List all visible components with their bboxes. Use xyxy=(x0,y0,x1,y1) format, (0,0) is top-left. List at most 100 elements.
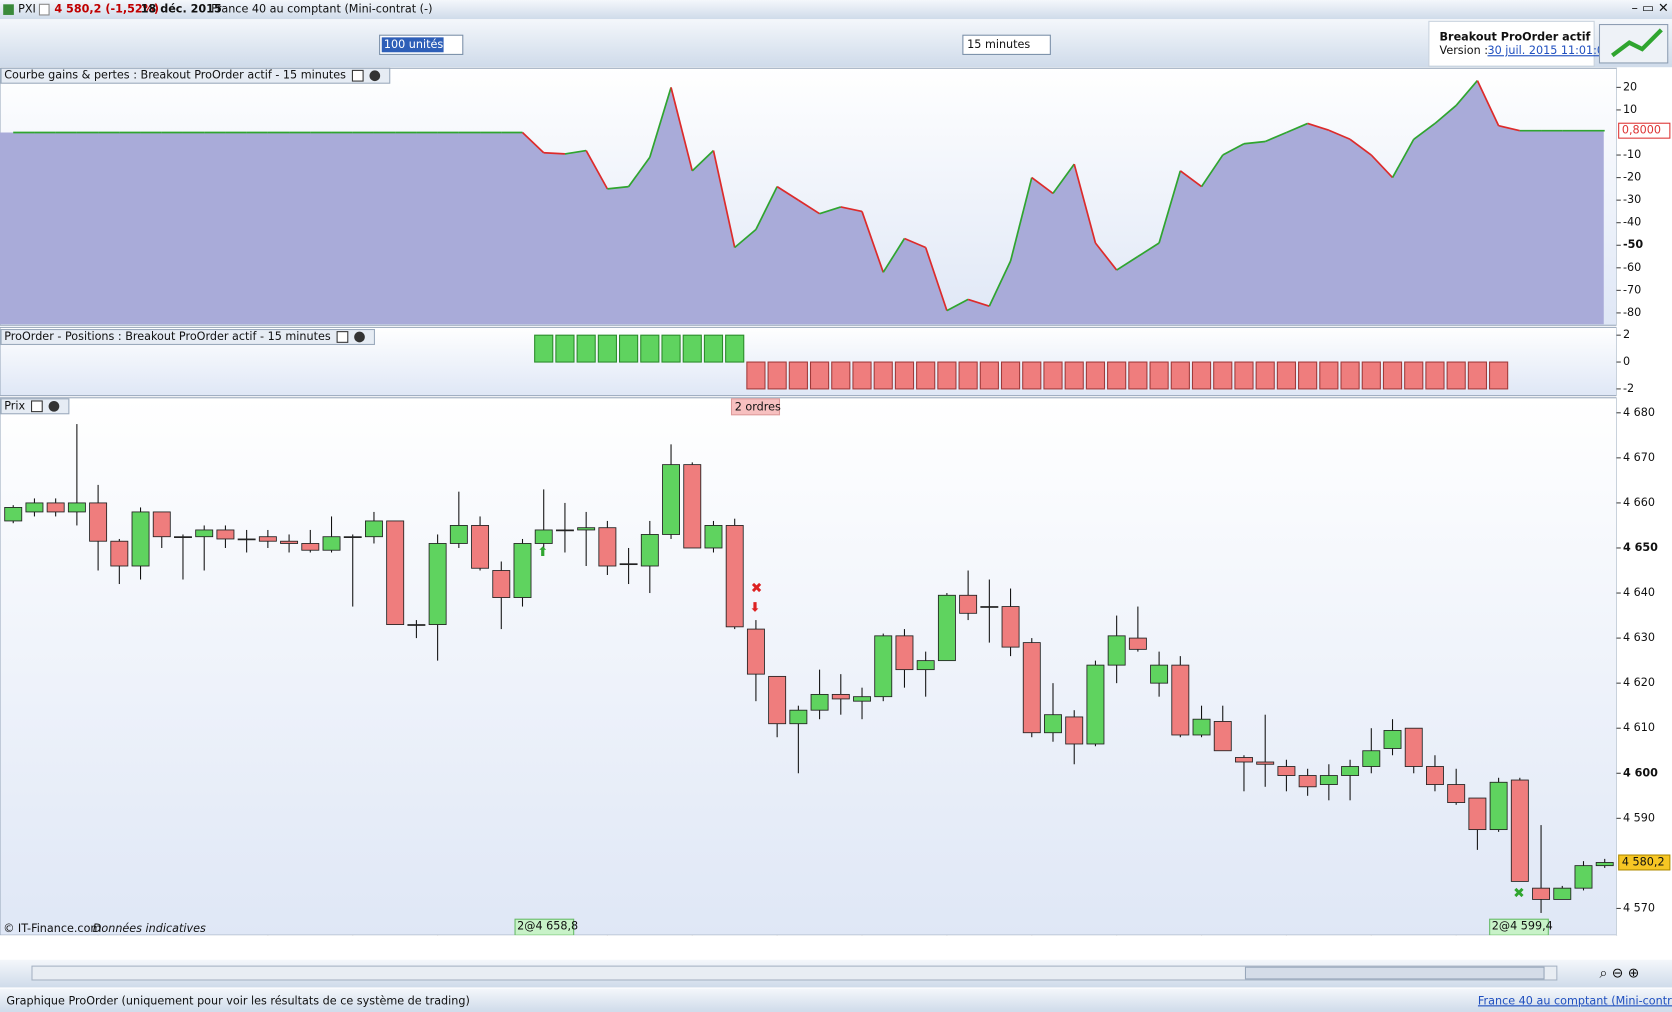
candle-body xyxy=(1341,766,1360,776)
disclaimer: Données indicatives xyxy=(93,922,206,935)
position-bar xyxy=(831,361,851,390)
position-bar xyxy=(1276,361,1297,390)
y-tick-label: 20 xyxy=(1623,80,1637,93)
y-tick-label: 4 670 xyxy=(1623,451,1655,464)
candle-body xyxy=(598,527,617,567)
y-tick-label: 4 680 xyxy=(1623,406,1655,419)
position-bar xyxy=(852,361,872,390)
candle-body xyxy=(89,502,108,542)
equity-segment xyxy=(1455,80,1479,106)
equity-segment xyxy=(882,238,906,273)
candle-body xyxy=(1383,730,1402,749)
candle-body xyxy=(471,525,490,569)
position-bar xyxy=(1467,361,1487,390)
position-bar xyxy=(1191,361,1212,390)
status-link[interactable]: France 40 au comptant (Mini-contrat (-) xyxy=(1478,994,1672,1007)
equity-segment xyxy=(1116,255,1139,271)
candle-body xyxy=(301,543,320,551)
equity-segment xyxy=(1052,163,1075,194)
quantity-highlight xyxy=(381,37,444,53)
y-tick-label: 2 xyxy=(1623,328,1630,341)
price-axis xyxy=(1616,68,1672,936)
equity-segment xyxy=(1349,138,1372,156)
position-bar xyxy=(1149,361,1169,390)
candle-body xyxy=(1213,721,1232,752)
candle-body xyxy=(1128,637,1147,650)
candle-body xyxy=(110,540,129,567)
candle-body xyxy=(1171,664,1190,736)
plots: Courbe gains & pertes : Breakout ProOrde… xyxy=(0,67,1671,954)
candle-body xyxy=(67,502,86,513)
candle-body xyxy=(1022,642,1041,734)
panel-title: ProOrder - Positions : Breakout ProOrder… xyxy=(4,330,331,343)
position-bar xyxy=(1404,361,1424,390)
candle-body xyxy=(768,675,787,725)
equity-area xyxy=(0,80,1605,325)
candle-body xyxy=(1001,606,1020,648)
date: 18 déc. 2015 xyxy=(141,3,222,16)
equity-segment xyxy=(543,151,565,155)
candle-body xyxy=(1574,865,1593,889)
candle-body xyxy=(365,520,383,538)
candle-body xyxy=(1086,664,1105,745)
candle-body xyxy=(449,525,468,544)
scrollbar[interactable] xyxy=(31,965,1558,981)
candle-body xyxy=(810,693,829,711)
candle-body xyxy=(1192,718,1211,736)
candle-body xyxy=(407,624,426,626)
equity-segment xyxy=(734,228,757,249)
candle-body xyxy=(492,570,511,598)
candle-body xyxy=(237,538,256,541)
panel-close[interactable] xyxy=(48,400,60,412)
panel-button[interactable] xyxy=(336,331,349,343)
position-bar xyxy=(1043,361,1063,390)
candle-body xyxy=(322,536,341,551)
last-value-label: 0,8000 xyxy=(1622,124,1661,137)
y-tick-label: 4 640 xyxy=(1623,586,1655,599)
info-icon[interactable] xyxy=(38,3,50,16)
position-bar xyxy=(894,361,915,390)
window-controls[interactable]: – ▭ ✕ xyxy=(1631,1,1668,16)
candle-body xyxy=(895,635,914,671)
panel-close[interactable] xyxy=(354,331,365,343)
candle-body xyxy=(1319,775,1338,785)
y-tick-label: -40 xyxy=(1623,216,1641,229)
system-icon-arrow xyxy=(1611,28,1663,58)
system-name: Breakout ProOrder actif xyxy=(1440,30,1591,43)
equity-segment xyxy=(627,156,651,188)
quote: 4 580,2 (-1,52%) xyxy=(54,3,159,16)
position-bar xyxy=(1170,361,1190,390)
position-bar xyxy=(809,361,830,390)
panel-button[interactable] xyxy=(31,400,43,413)
y-tick-label: 4 610 xyxy=(1623,721,1655,734)
position-bar xyxy=(597,334,617,363)
equity-segment xyxy=(840,206,863,213)
candle-body xyxy=(831,693,850,700)
panel-close[interactable] xyxy=(369,70,381,82)
position-bar xyxy=(661,334,681,363)
candle-body xyxy=(152,511,171,538)
position-bar xyxy=(788,361,808,390)
position-bar xyxy=(1085,361,1106,390)
y-tick-label: 4 600 xyxy=(1623,766,1658,779)
equity-segment xyxy=(607,185,629,190)
zoom-controls[interactable]: ⌕ ⊖ ⊕ xyxy=(1599,966,1639,982)
candle-body xyxy=(386,520,405,626)
position-bar xyxy=(873,361,893,390)
exit-marker: ✖ xyxy=(1513,886,1525,902)
panel-button[interactable] xyxy=(351,69,364,82)
candle-body xyxy=(258,536,277,542)
y-tick-label: -50 xyxy=(1623,238,1643,251)
y-tick-label: -20 xyxy=(1623,171,1641,184)
scroll-thumb[interactable] xyxy=(1244,966,1545,980)
version-date[interactable]: 30 juil. 2015 11:01:09 xyxy=(1488,44,1612,57)
candle-body xyxy=(1468,797,1487,831)
candle-body xyxy=(513,543,532,598)
buy-arrow: ⬆ xyxy=(537,545,548,560)
candle-body xyxy=(216,529,235,540)
equity-segment xyxy=(1137,242,1160,258)
position-bar xyxy=(725,334,745,363)
timeframe-select[interactable] xyxy=(962,34,1051,55)
